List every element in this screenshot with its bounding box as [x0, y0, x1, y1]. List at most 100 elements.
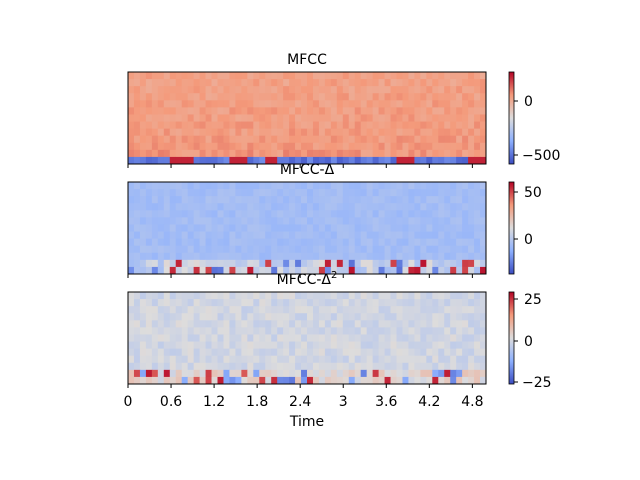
heatmap-cell — [420, 306, 427, 314]
heatmap-cell — [444, 341, 451, 350]
heatmap-cell — [253, 93, 260, 101]
heatmap-cell — [462, 320, 469, 328]
heatmap-cell — [342, 156, 350, 165]
heatmap-cell — [199, 203, 206, 211]
heatmap-cell — [468, 252, 475, 261]
heatmap-cell — [474, 72, 481, 80]
heatmap-cell — [432, 135, 439, 144]
heatmap-cell — [450, 348, 457, 357]
heatmap-cell — [414, 348, 421, 357]
heatmap-cell — [432, 93, 439, 101]
heatmap-cell — [324, 320, 332, 328]
heatmap-cell — [444, 86, 451, 94]
heatmap-cell — [283, 142, 290, 151]
heatmap-cell — [330, 196, 338, 204]
heatmap-cell — [211, 100, 218, 108]
heatmap-cell — [289, 231, 296, 240]
heatmap-cell — [157, 348, 165, 357]
heatmap-cell — [348, 156, 356, 165]
heatmap-cell — [450, 292, 457, 300]
heatmap-cell — [283, 135, 290, 144]
heatmap-cell — [318, 189, 326, 197]
heatmap-cell — [241, 369, 248, 378]
heatmap-cell — [408, 341, 415, 350]
heatmap-cell — [283, 107, 290, 115]
heatmap-cell — [169, 292, 177, 300]
heatmap-cell — [247, 348, 254, 357]
heatmap-cell — [384, 217, 391, 225]
heatmap-cell — [444, 135, 451, 144]
heatmap-cell — [241, 313, 248, 321]
heatmap-cell — [241, 348, 248, 357]
heatmap-cell — [348, 252, 356, 261]
heatmap-cell — [145, 189, 153, 197]
heatmap-cell — [247, 238, 254, 247]
heatmap-cell — [247, 334, 254, 342]
heatmap-cell — [384, 189, 391, 197]
heatmap-cell — [187, 121, 195, 130]
heatmap-cell — [468, 231, 475, 240]
heatmap-cell — [408, 231, 415, 240]
heatmap-cell — [468, 334, 475, 342]
heatmap-cell — [342, 128, 350, 137]
heatmap-cell — [342, 245, 350, 254]
heatmap-cell — [438, 72, 445, 80]
heatmap-cell — [175, 203, 183, 211]
heatmap-cell — [145, 238, 153, 247]
heatmap-cell — [408, 320, 415, 328]
heatmap-cell — [181, 203, 189, 211]
heatmap-cell — [456, 114, 463, 122]
heatmap-cell — [169, 252, 177, 261]
heatmap-cell — [289, 362, 296, 371]
heatmap-cell — [133, 210, 141, 218]
heatmap-cell — [277, 93, 284, 101]
heatmap-cell — [426, 203, 433, 211]
heatmap-cell — [301, 245, 308, 254]
heatmap-cell — [450, 362, 457, 371]
heatmap-cell — [169, 369, 177, 378]
heatmap-cell — [390, 79, 397, 87]
heatmap-cell — [217, 79, 224, 87]
heatmap-cell — [468, 266, 475, 275]
heatmap-cell — [432, 334, 439, 342]
heatmap-cell — [408, 259, 415, 268]
heatmap-cell — [205, 107, 212, 115]
heatmap-cell — [139, 362, 147, 371]
heatmap-cell — [438, 93, 445, 101]
heatmap-cell — [247, 93, 254, 101]
heatmap-cell — [128, 203, 135, 211]
heatmap-cell — [318, 156, 326, 165]
heatmap-cell — [378, 100, 385, 108]
heatmap-cell — [330, 224, 338, 232]
heatmap-cell — [295, 334, 302, 342]
heatmap-cell — [211, 210, 218, 218]
heatmap-cell — [432, 114, 439, 122]
heatmap-cell — [175, 217, 183, 225]
heatmap-cell — [133, 196, 141, 204]
heatmap-cell — [336, 149, 344, 158]
heatmap-cell — [307, 114, 314, 122]
heatmap-cell — [474, 203, 481, 211]
heatmap-cell — [157, 121, 165, 130]
heatmap-cell — [277, 348, 284, 357]
heatmap-cell — [253, 231, 260, 240]
heatmap-cell — [151, 203, 159, 211]
heatmap-cell — [271, 217, 278, 225]
heatmap-cell — [223, 224, 230, 232]
heatmap-cell — [444, 93, 451, 101]
heatmap-cell — [318, 231, 326, 240]
heatmap-cell — [247, 306, 254, 314]
heatmap-cell — [336, 100, 344, 108]
heatmap-cell — [426, 369, 433, 378]
heatmap-cell — [289, 341, 296, 350]
heatmap-cell — [378, 189, 385, 197]
heatmap-cell — [420, 93, 427, 101]
heatmap-cell — [283, 121, 290, 130]
heatmap-cell — [456, 259, 463, 268]
heatmap-cell — [235, 121, 242, 130]
heatmap-cell — [438, 217, 445, 225]
heatmap-cell — [450, 217, 457, 225]
heatmap-cell — [205, 196, 212, 204]
heatmap-cell — [450, 72, 457, 80]
